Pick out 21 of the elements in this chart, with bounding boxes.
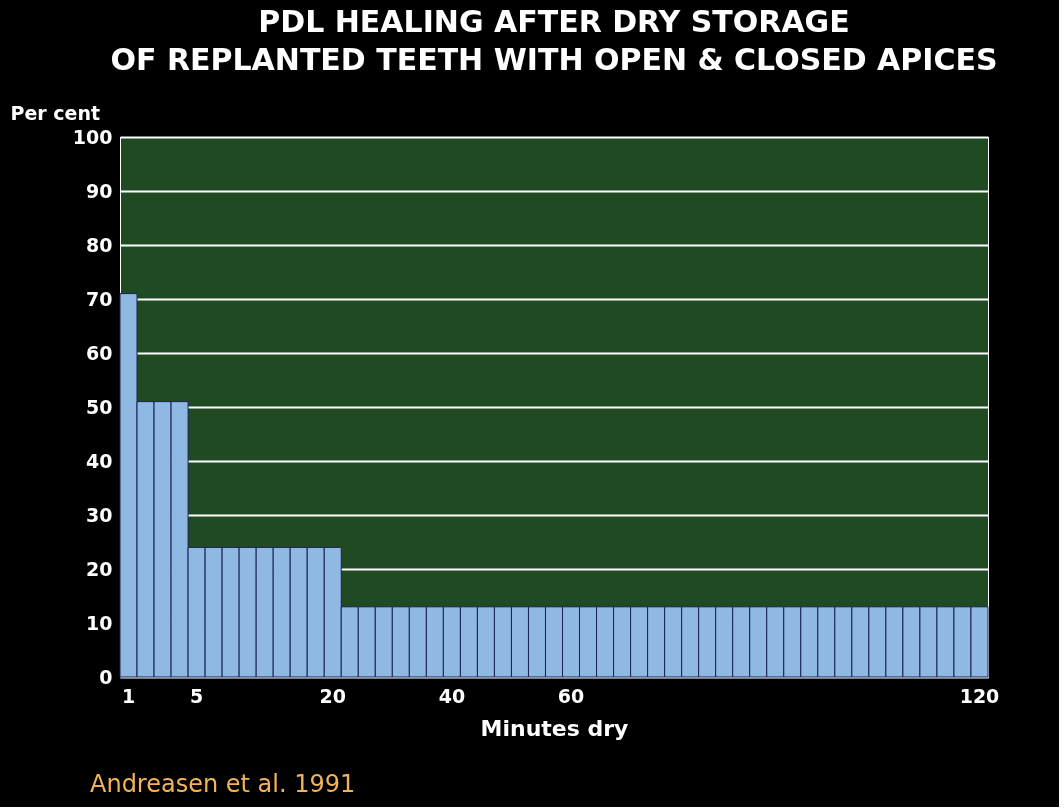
y-tick-label: 20 bbox=[86, 557, 113, 580]
y-tick-label: 70 bbox=[86, 287, 113, 310]
x-tick-label: 60 bbox=[557, 684, 585, 707]
x-tick-label: 5 bbox=[189, 684, 204, 707]
text: Andreasen et al. 1991 bbox=[90, 770, 356, 798]
y-tick-label: 50 bbox=[86, 395, 113, 418]
x-tick-label: 20 bbox=[319, 684, 346, 707]
y-tick-label: 60 bbox=[86, 341, 113, 364]
y-tick-label: 0 bbox=[99, 665, 113, 688]
x-tick-label: 40 bbox=[438, 684, 466, 707]
y-tick-label: 100 bbox=[72, 125, 113, 148]
y-tick-label: 90 bbox=[86, 179, 113, 202]
chart-title: PDL HEALING AFTER DRY STORAGE OF REPLANTED TEETH WITH OPEN & CLOSED APICES bbox=[110, 4, 998, 77]
x-axis-title: Minutes dry bbox=[480, 715, 629, 741]
y-tick-label: 30 bbox=[86, 503, 113, 526]
x-tick-label: 120 bbox=[959, 684, 1000, 707]
x-tick-label: 1 bbox=[121, 684, 136, 707]
y-tick-label: 40 bbox=[86, 449, 113, 472]
y-tick-label: 80 bbox=[86, 233, 113, 256]
y-axis-title: Per cent bbox=[10, 101, 101, 124]
y-tick-label: 10 bbox=[86, 611, 113, 634]
